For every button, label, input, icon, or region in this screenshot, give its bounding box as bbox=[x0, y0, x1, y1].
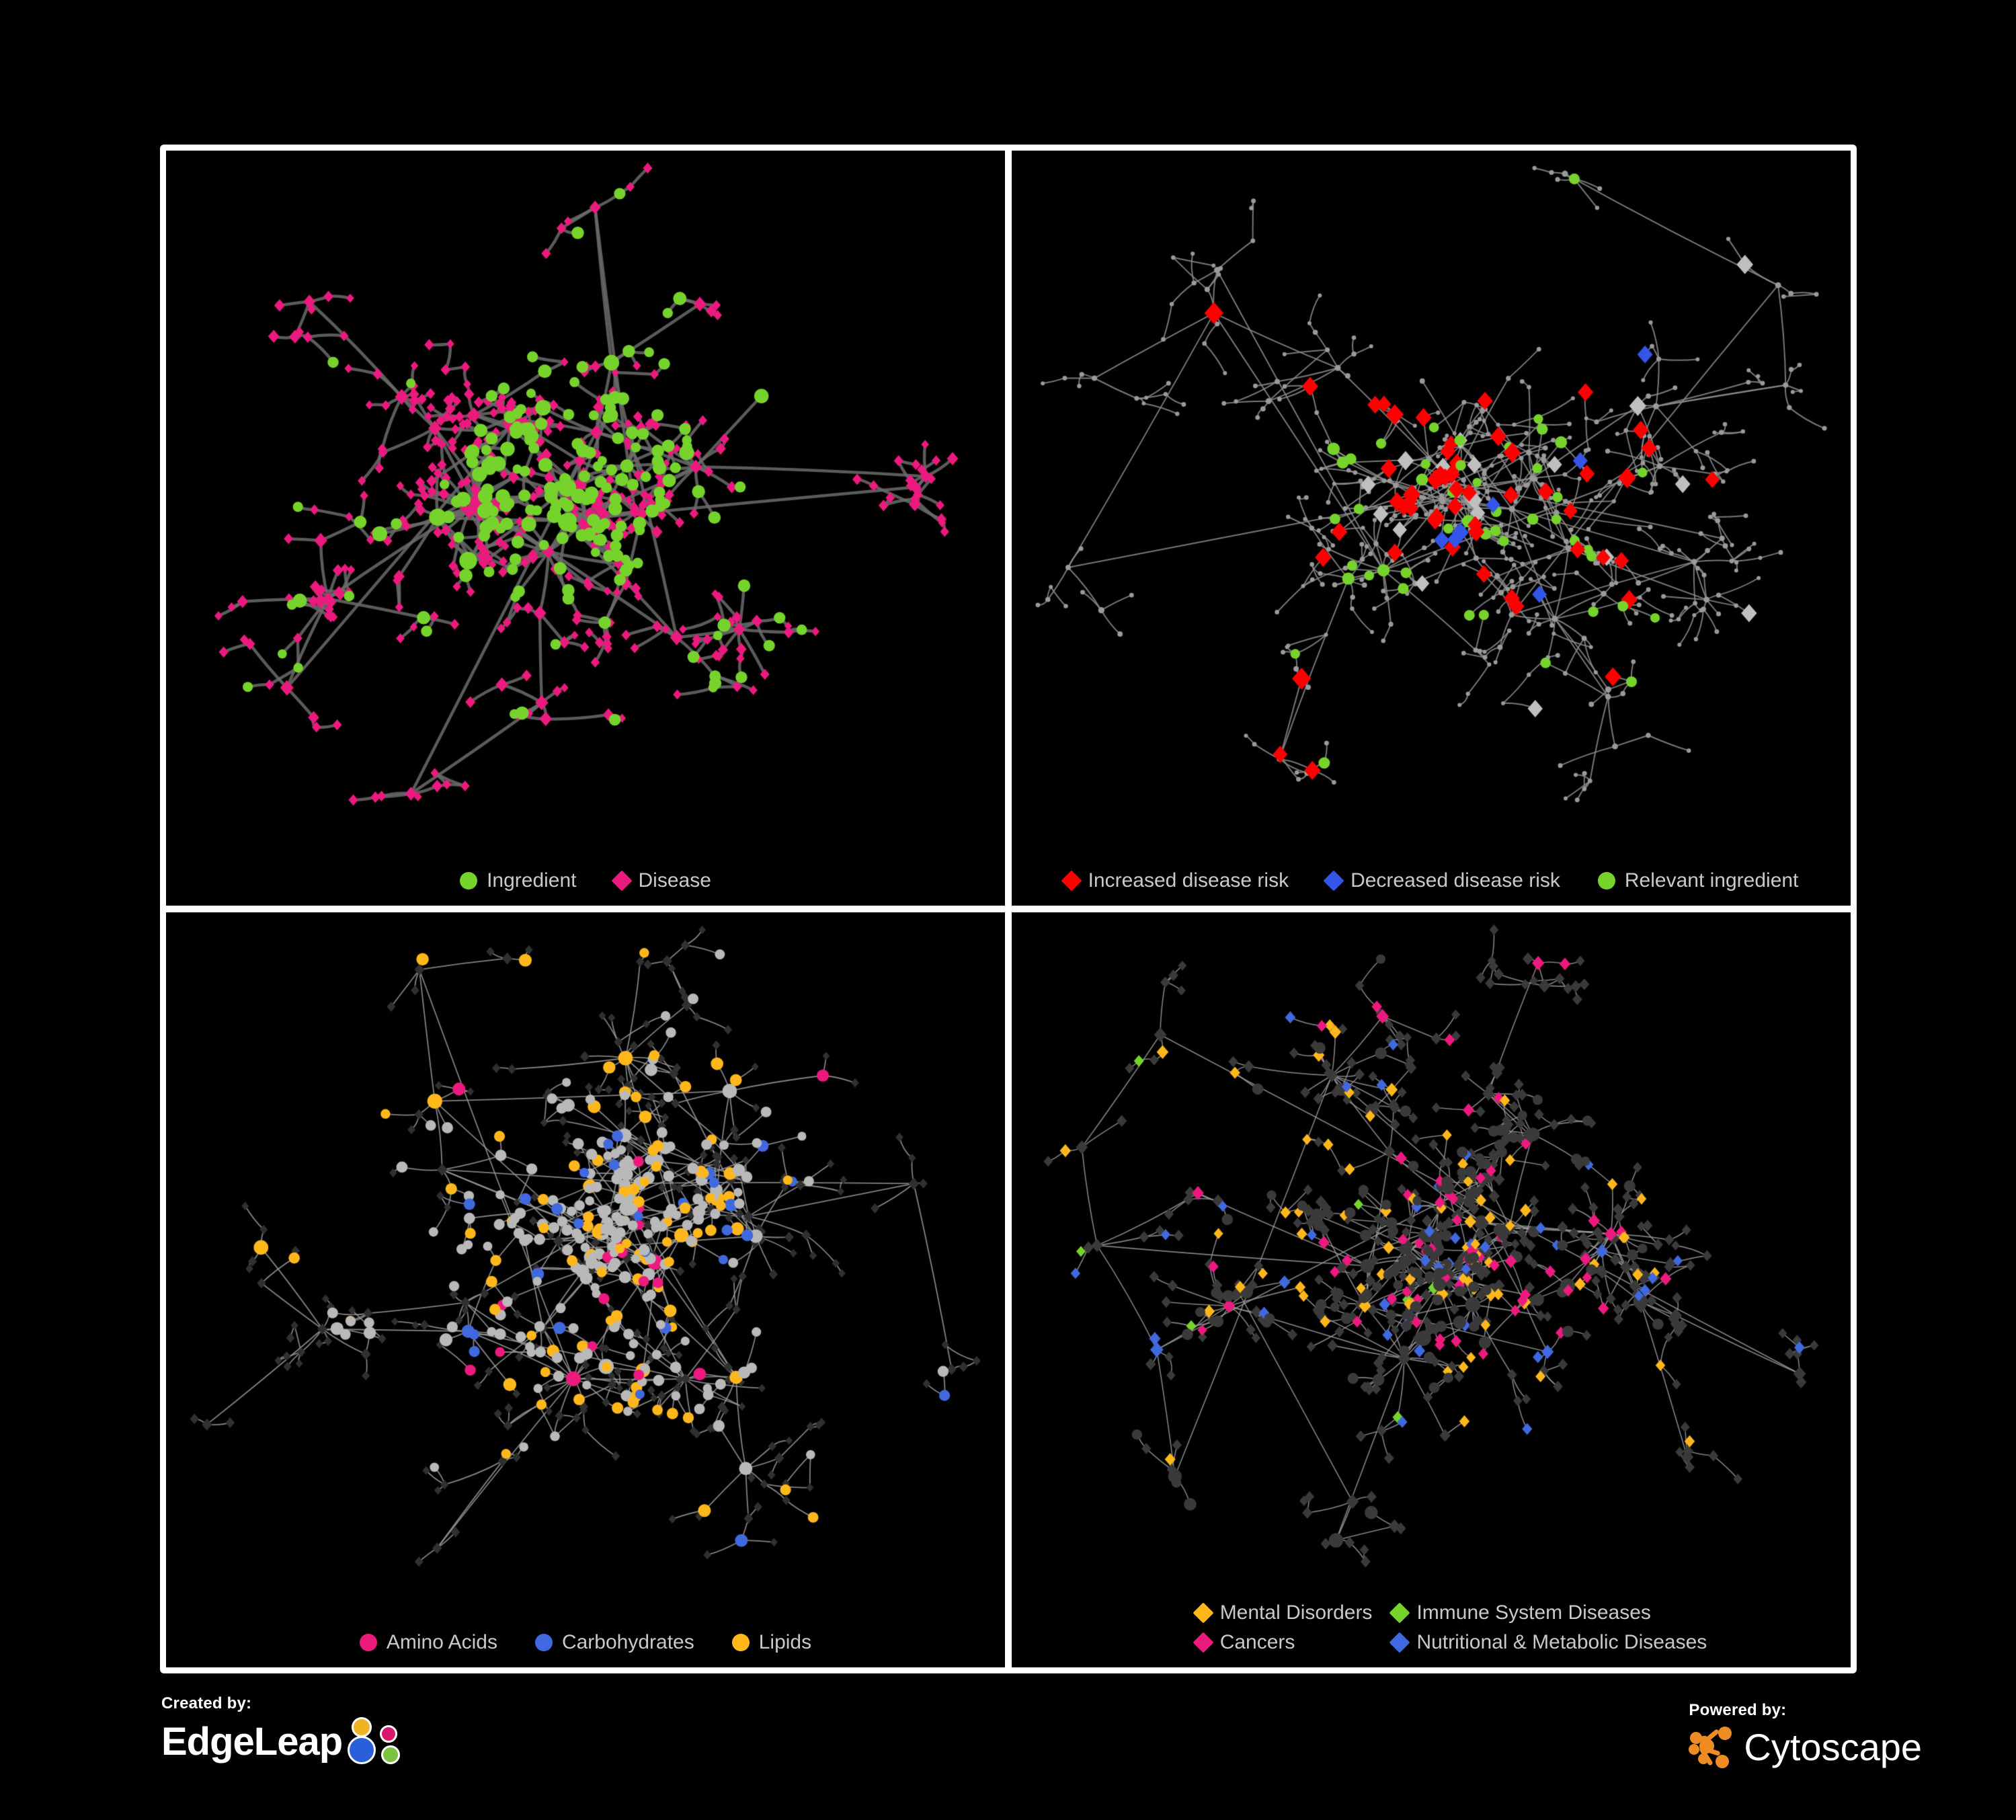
legend-item-label: Disease bbox=[638, 869, 711, 892]
nutritional-metabolic-diamond-icon bbox=[1389, 1632, 1410, 1653]
legend-item-label: Ingredient bbox=[487, 869, 577, 892]
legend-item-label: Mental Disorders bbox=[1219, 1601, 1373, 1624]
legend-item[interactable]: Immune System Diseases bbox=[1389, 1601, 1707, 1624]
legend-item[interactable]: Nutritional & Metabolic Diseases bbox=[1389, 1631, 1707, 1653]
legend-item[interactable]: Carbohydrates bbox=[534, 1631, 694, 1653]
edgeleap-logo-icon bbox=[346, 1716, 408, 1767]
disease-diamond-icon bbox=[610, 870, 633, 892]
immune-system-diamond-icon bbox=[1389, 1602, 1410, 1624]
legend-panel-3: Amino Acids Carbohydrates Lipids bbox=[166, 1632, 1005, 1653]
panel-ingredient-classes[interactable]: Amino Acids Carbohydrates Lipids bbox=[166, 912, 1005, 1667]
panel-disease-risk[interactable]: Increased disease risk Decreased disease… bbox=[1012, 151, 1851, 906]
increased-risk-diamond-icon bbox=[1061, 870, 1082, 892]
cytoscape-wordmark: Cytoscape bbox=[1744, 1725, 1922, 1768]
legend-item-label: Nutritional & Metabolic Diseases bbox=[1416, 1631, 1707, 1653]
powered-by-cytoscape[interactable]: Powered by: Cytoscape bbox=[1689, 1701, 1922, 1771]
legend-item-label: Lipids bbox=[758, 1631, 812, 1653]
decreased-risk-diamond-icon bbox=[1323, 870, 1344, 892]
legend-item-label: Carbohydrates bbox=[561, 1631, 694, 1653]
created-by-kicker: Created by: bbox=[161, 1694, 252, 1712]
legend-item[interactable]: Cancers bbox=[1193, 1631, 1373, 1653]
network-canvas-4[interactable] bbox=[1012, 912, 1851, 1667]
footer: Created by: EdgeLeap Powered by: bbox=[0, 1681, 2016, 1820]
legend-panel-2: Increased disease risk Decreased disease… bbox=[1012, 869, 1851, 892]
cytoscape-logo-icon bbox=[1689, 1723, 1740, 1771]
legend-item-label: Immune System Diseases bbox=[1416, 1601, 1651, 1624]
legend-item[interactable]: Amino Acids bbox=[359, 1631, 497, 1653]
network-canvas-3[interactable] bbox=[166, 912, 1005, 1667]
legend-item-label: Amino Acids bbox=[386, 1631, 497, 1653]
relevant-ingredient-circle-icon bbox=[1597, 872, 1615, 889]
edgeleap-wordmark: EdgeLeap bbox=[161, 1719, 343, 1764]
panel-ingredient-disease[interactable]: Ingredient Disease bbox=[166, 151, 1005, 906]
legend-item[interactable]: Mental Disorders bbox=[1193, 1601, 1373, 1624]
network-canvas-1[interactable] bbox=[166, 151, 1005, 906]
legend-item-label: Cancers bbox=[1219, 1631, 1295, 1653]
carbohydrates-circle-icon bbox=[534, 1634, 553, 1651]
legend-item[interactable]: Lipids bbox=[731, 1631, 812, 1653]
cancers-diamond-icon bbox=[1193, 1632, 1214, 1653]
legend-panel-1: Ingredient Disease bbox=[166, 869, 1005, 892]
lipids-circle-icon bbox=[731, 1634, 750, 1651]
powered-by-kicker: Powered by: bbox=[1689, 1701, 1787, 1719]
ingredient-circle-icon bbox=[460, 872, 478, 889]
network-canvas-2[interactable] bbox=[1012, 151, 1851, 906]
amino-acids-circle-icon bbox=[359, 1634, 377, 1651]
legend-item[interactable]: Decreased disease risk bbox=[1323, 869, 1560, 892]
legend-item[interactable]: Ingredient bbox=[460, 869, 577, 892]
legend-item[interactable]: Relevant ingredient bbox=[1597, 869, 1799, 892]
mental-disorders-diamond-icon bbox=[1193, 1602, 1214, 1624]
legend-item[interactable]: Disease bbox=[610, 869, 711, 892]
legend-item-label: Relevant ingredient bbox=[1624, 869, 1799, 892]
legend-item[interactable]: Increased disease risk bbox=[1061, 869, 1289, 892]
panel-disease-classes[interactable]: Mental Disorders Immune System Diseases … bbox=[1012, 912, 1851, 1667]
legend-panel-4: Mental Disorders Immune System Diseases … bbox=[1012, 1601, 1851, 1653]
panel-grid: Ingredient Disease Increased disease ris… bbox=[160, 145, 1857, 1673]
created-by-edgeleap[interactable]: Created by: EdgeLeap bbox=[161, 1694, 408, 1767]
legend-item-label: Increased disease risk bbox=[1088, 869, 1289, 892]
legend-item-label: Decreased disease risk bbox=[1350, 869, 1560, 892]
